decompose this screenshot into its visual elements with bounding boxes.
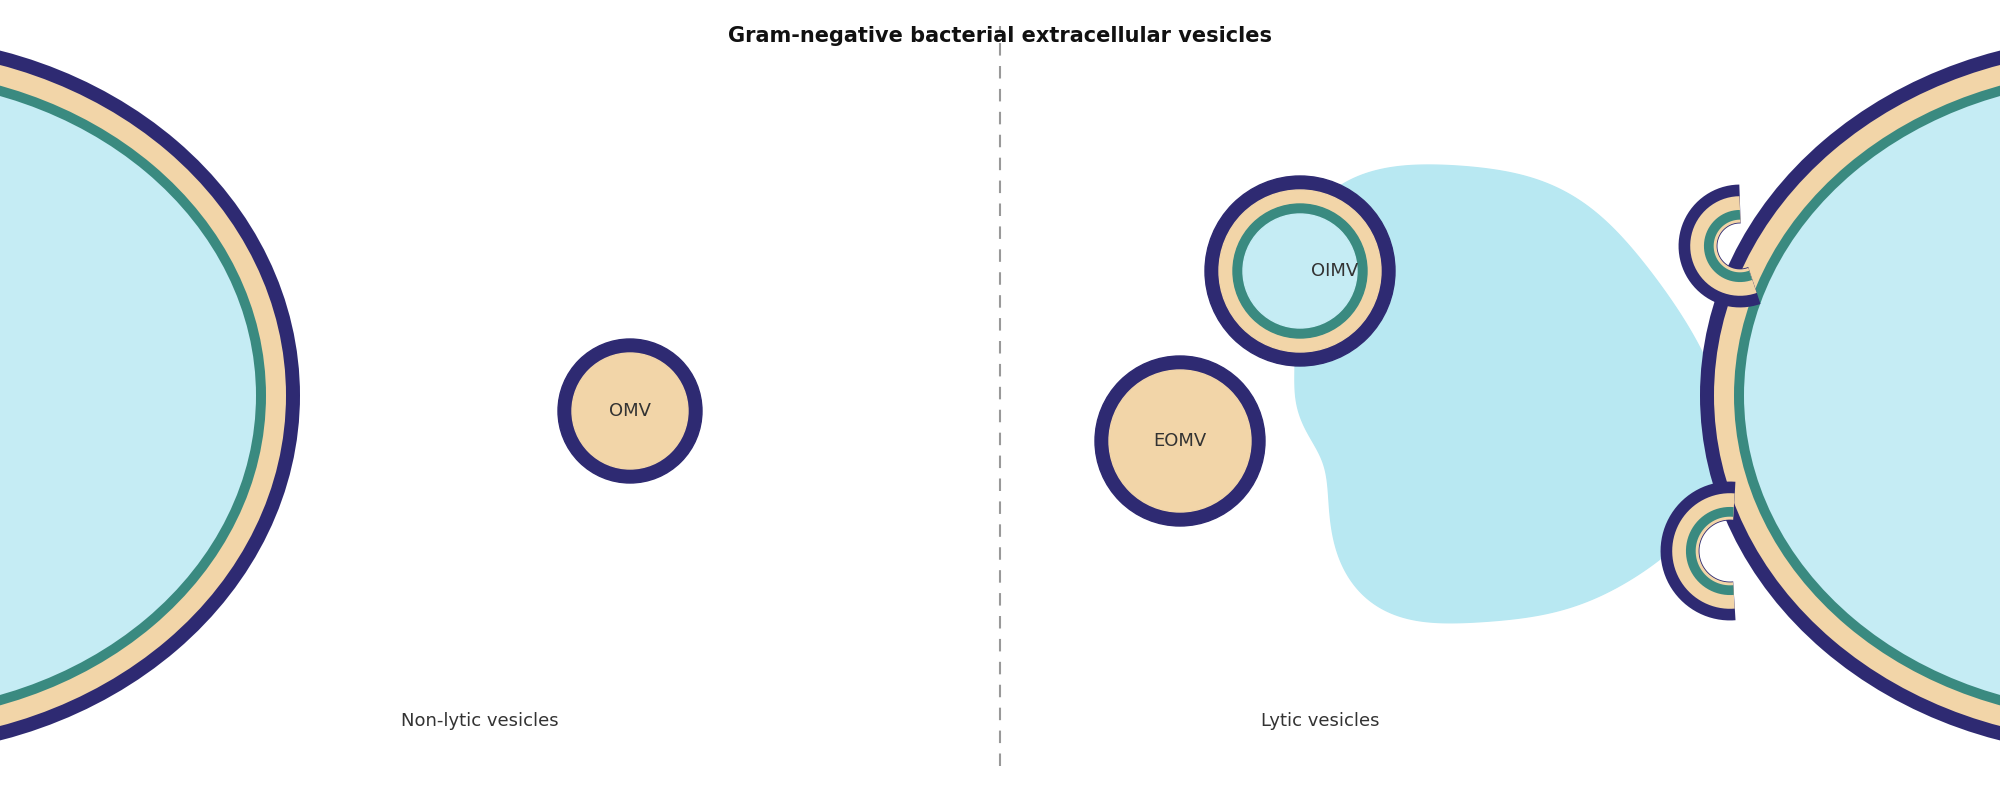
Circle shape <box>558 339 702 483</box>
Ellipse shape <box>1744 80 2000 711</box>
Text: Gram-negative bacterial extracellular vesicles: Gram-negative bacterial extracellular ve… <box>728 26 1272 46</box>
Text: OMV: OMV <box>608 402 652 420</box>
Ellipse shape <box>0 80 256 711</box>
Circle shape <box>1096 356 1266 526</box>
Circle shape <box>1220 190 1380 352</box>
Circle shape <box>572 353 688 469</box>
Text: EOMV: EOMV <box>1154 432 1206 450</box>
Text: OIMV: OIMV <box>1312 262 1358 280</box>
Circle shape <box>1204 176 1396 366</box>
Text: Non-lytic vesicles: Non-lytic vesicles <box>402 712 558 730</box>
Circle shape <box>1232 204 1368 338</box>
Circle shape <box>1244 214 1356 328</box>
Ellipse shape <box>0 36 300 755</box>
Text: Lytic vesicles: Lytic vesicles <box>1260 712 1380 730</box>
Ellipse shape <box>1714 50 2000 741</box>
Ellipse shape <box>1700 36 2000 755</box>
Ellipse shape <box>1734 70 2000 721</box>
Polygon shape <box>1290 165 1726 623</box>
Ellipse shape <box>0 70 266 721</box>
Ellipse shape <box>0 50 286 741</box>
Circle shape <box>1108 370 1252 512</box>
